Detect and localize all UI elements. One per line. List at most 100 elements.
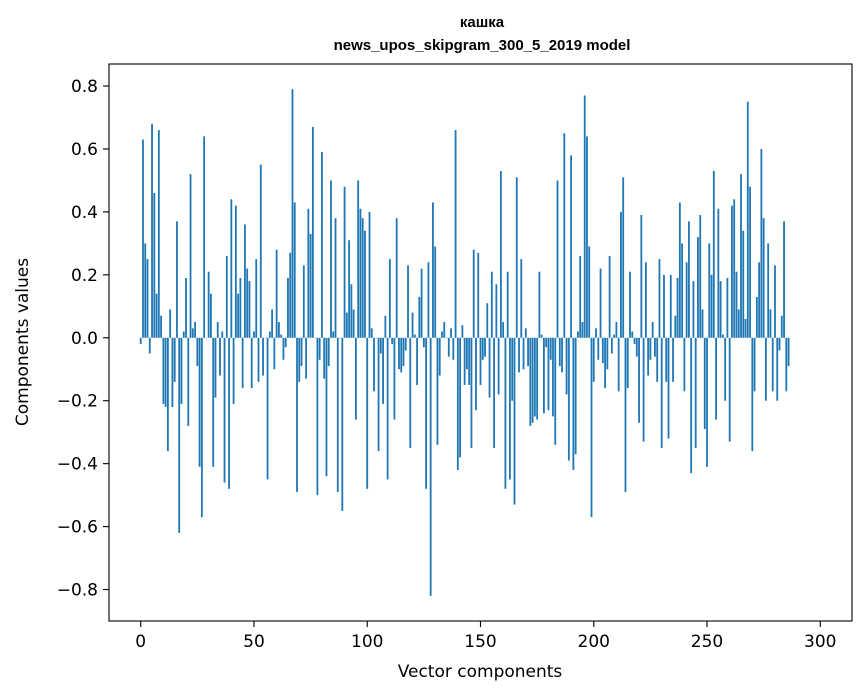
- bar-148: [475, 337, 477, 411]
- chart-subtitle: news_upos_skipgram_300_5_2019 model: [334, 37, 631, 54]
- y-tick-label: 0.4: [71, 203, 98, 223]
- bar-39: [228, 337, 230, 489]
- bar-3: [146, 259, 149, 338]
- bar-69: [296, 337, 298, 492]
- bar-107: [382, 337, 384, 404]
- bar-197: [586, 136, 588, 338]
- bar-247: [699, 215, 702, 338]
- bar-231: [663, 274, 665, 338]
- bar-226: [651, 322, 654, 338]
- bar-254: [715, 337, 717, 420]
- bar-211: [617, 337, 620, 392]
- bar-241: [685, 262, 688, 338]
- bar-163: [509, 337, 511, 480]
- bar-181: [549, 337, 552, 360]
- bar-142: [461, 325, 464, 338]
- bar-32: [212, 337, 215, 467]
- bar-117: [404, 337, 407, 351]
- bar-14: [171, 337, 174, 408]
- bar-253: [712, 170, 715, 338]
- bar-215: [626, 337, 629, 389]
- y-tick-label: −0.6: [57, 518, 98, 538]
- bar-127: [427, 262, 430, 338]
- bar-165: [513, 337, 516, 505]
- bar-48: [248, 281, 251, 338]
- bar-198: [588, 246, 591, 338]
- bar-138: [452, 337, 455, 360]
- bar-36: [221, 331, 224, 338]
- bar-169: [522, 337, 525, 370]
- bar-189: [567, 337, 570, 461]
- bar-35: [219, 337, 221, 376]
- bar-157: [495, 284, 498, 338]
- bar-64: [284, 337, 287, 348]
- bar-19: [182, 331, 185, 338]
- bar-124: [420, 268, 423, 338]
- bar-151: [481, 337, 484, 360]
- bar-38: [225, 255, 228, 338]
- bar-65: [287, 277, 289, 338]
- bar-191: [572, 337, 575, 470]
- bar-18: [180, 337, 183, 404]
- bar-126: [425, 337, 428, 489]
- bar-214: [624, 337, 627, 492]
- bar-94: [352, 309, 355, 338]
- bar-276: [765, 337, 767, 401]
- bar-16: [176, 221, 178, 338]
- bar-176: [538, 271, 541, 338]
- y-tick-label: 0.8: [71, 77, 98, 97]
- bar-271: [753, 337, 756, 392]
- bar-216: [629, 271, 631, 338]
- bar-146: [470, 337, 473, 448]
- bar-102: [370, 328, 373, 338]
- bar-15: [173, 337, 176, 382]
- bar-175: [536, 337, 539, 420]
- bar-122: [416, 337, 418, 385]
- bar-109: [386, 337, 389, 480]
- bar-153: [486, 303, 489, 338]
- y-tick-label: 0.2: [71, 266, 98, 286]
- bar-285: [785, 337, 788, 392]
- bar-240: [683, 337, 686, 392]
- bar-228: [656, 337, 659, 382]
- bar-184: [556, 180, 559, 338]
- bar-265: [740, 174, 742, 338]
- bar-150: [479, 337, 482, 385]
- bar-20: [185, 277, 187, 338]
- bar-190: [570, 155, 573, 338]
- bar-80: [321, 152, 323, 338]
- bar-227: [654, 337, 656, 357]
- bar-145: [468, 337, 471, 385]
- bar-264: [737, 309, 740, 338]
- bar-43: [237, 293, 240, 338]
- bar-28: [203, 136, 206, 338]
- plot-frame: [108, 63, 853, 622]
- x-tick-label: 200: [578, 632, 610, 652]
- bar-123: [418, 296, 421, 338]
- bar-6: [153, 193, 156, 338]
- bar-270: [751, 337, 754, 452]
- bar-17: [178, 337, 181, 533]
- bar-263: [735, 271, 738, 338]
- bar-274: [760, 148, 763, 338]
- bar-155: [490, 271, 493, 338]
- bar-255: [717, 208, 720, 338]
- bar-133: [441, 331, 443, 338]
- bar-59: [273, 337, 276, 370]
- bar-129: [432, 202, 434, 338]
- bar-52: [257, 337, 260, 382]
- bar-50: [253, 331, 255, 338]
- y-tick-label: 0.0: [71, 329, 98, 349]
- bar-67: [291, 89, 294, 338]
- bar-246: [697, 237, 699, 338]
- bar-97: [359, 208, 362, 338]
- bar-130: [434, 246, 437, 338]
- bar-132: [438, 337, 441, 376]
- bar-134: [443, 322, 446, 338]
- bar-277: [767, 243, 770, 338]
- bar-118: [407, 265, 409, 338]
- bar-179: [545, 337, 548, 348]
- bar-143: [463, 337, 466, 385]
- bar-103: [373, 337, 375, 392]
